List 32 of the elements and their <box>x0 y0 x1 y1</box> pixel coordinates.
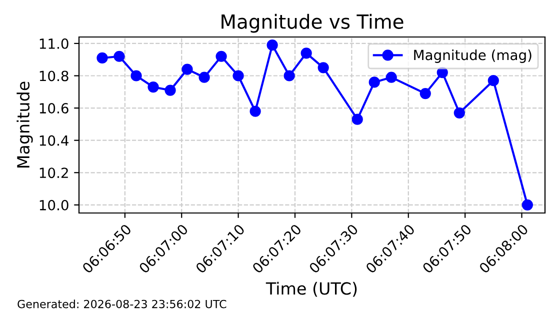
y-tick-label: 11.0 <box>40 38 68 49</box>
point <box>284 70 295 82</box>
y-tick-label: 10.8 <box>40 70 68 82</box>
x-axis-title: Time (UTC) <box>266 282 357 297</box>
point <box>352 114 363 125</box>
point <box>250 106 261 117</box>
point <box>130 70 142 82</box>
point <box>454 107 465 118</box>
point <box>522 199 533 210</box>
point <box>488 75 499 86</box>
point <box>318 62 329 74</box>
y-axis-title: Magnitude <box>16 82 33 168</box>
point <box>266 40 278 51</box>
point <box>420 88 431 100</box>
chart-title: Magnitude vs Time <box>222 14 404 33</box>
point <box>148 82 159 93</box>
point <box>368 76 380 88</box>
y-tick-label: 10.2 <box>40 168 68 178</box>
point <box>232 70 244 82</box>
text: Generated: 2026-08-23 23:56:02 UTC <box>18 300 226 308</box>
point <box>114 50 125 62</box>
y-tick-label: 10.4 <box>40 135 68 146</box>
point <box>96 52 108 64</box>
point <box>182 64 193 75</box>
point <box>164 84 176 96</box>
legend-label: Magnitude (mag) <box>414 50 532 63</box>
point <box>198 72 210 83</box>
y-tick-label: 10.6 <box>40 103 68 114</box>
point <box>300 48 312 59</box>
y-tick-label: 10.0 <box>40 200 68 210</box>
point <box>386 72 397 83</box>
point <box>216 50 227 62</box>
